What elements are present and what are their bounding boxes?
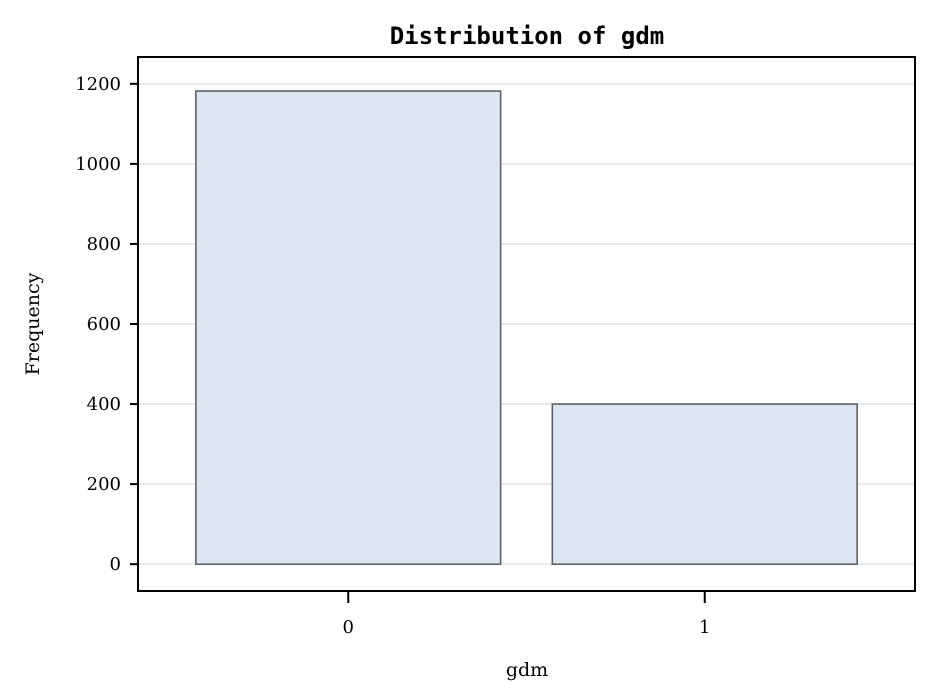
y-tick-label: 600 <box>87 314 121 335</box>
chart-title: Distribution of gdm <box>390 22 665 50</box>
bar-1 <box>551 403 858 565</box>
bar-0 <box>195 90 502 565</box>
x-tick-label: 1 <box>699 617 710 638</box>
y-tick-label: 1000 <box>75 154 121 175</box>
y-tick-label: 200 <box>87 474 121 495</box>
y-ticks: 0 200 400 600 800 1000 1200 <box>75 74 138 575</box>
y-tick-label: 0 <box>110 554 121 575</box>
y-tick-label: 800 <box>87 234 121 255</box>
x-tick-label: 0 <box>343 617 354 638</box>
x-axis-label: gdm <box>506 659 548 681</box>
y-tick-label: 1200 <box>75 74 121 95</box>
bars <box>195 90 858 565</box>
y-axis-label: Frequency <box>22 272 44 375</box>
y-tick-label: 400 <box>87 394 121 415</box>
